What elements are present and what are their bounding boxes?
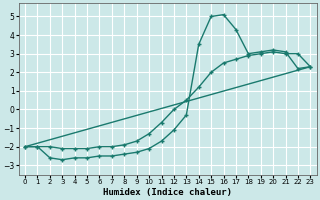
X-axis label: Humidex (Indice chaleur): Humidex (Indice chaleur) bbox=[103, 188, 232, 197]
